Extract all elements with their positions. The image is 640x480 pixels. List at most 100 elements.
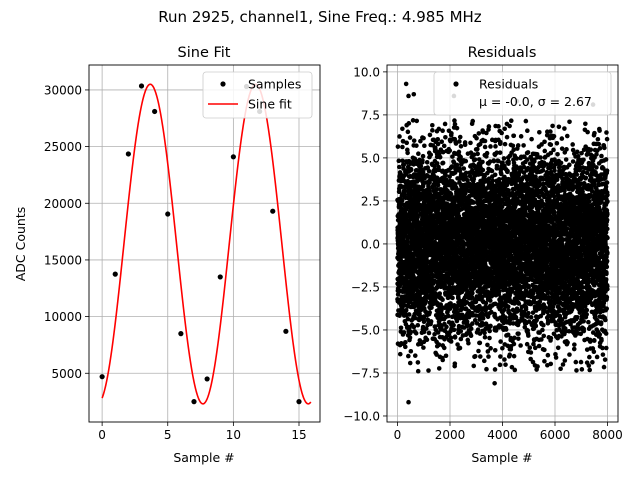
residual-point [401, 162, 407, 168]
residual-point [494, 163, 500, 169]
residual-point [443, 353, 449, 359]
residual-point [447, 148, 453, 153]
residual-point [441, 345, 447, 351]
residual-point [507, 352, 513, 358]
residual-point [518, 343, 523, 348]
residual-point [458, 336, 464, 342]
residual-point [505, 304, 511, 309]
residual-point [428, 152, 434, 158]
residual-point [502, 126, 508, 132]
y-tick-label: 30000 [44, 83, 82, 97]
residual-point [485, 342, 490, 348]
residual-point [470, 290, 475, 296]
residual-point [480, 316, 486, 321]
residual-point [447, 174, 452, 179]
residual-point [502, 141, 508, 147]
residual-point [477, 354, 483, 359]
residual-point [398, 325, 404, 331]
residual-point [484, 150, 490, 156]
residual-point [414, 287, 420, 293]
residual-point [432, 331, 437, 337]
residual-point [400, 126, 405, 132]
residual-point [405, 236, 410, 242]
residual-point [440, 357, 446, 363]
residual-point [484, 366, 489, 372]
residual-point [511, 133, 517, 139]
residual-point [497, 288, 502, 294]
residual-point [440, 160, 446, 166]
residual-point [471, 363, 477, 369]
residual-point [407, 135, 413, 140]
residual-point [486, 354, 491, 359]
y-tick-label: 15000 [44, 253, 82, 267]
residual-point [436, 126, 442, 132]
residual-point [469, 294, 475, 300]
residual-point [426, 330, 432, 336]
residual-point [448, 339, 454, 344]
sample-point [217, 274, 223, 280]
residual-point [421, 319, 427, 325]
residual-point [426, 368, 431, 373]
residual-point [493, 144, 498, 149]
x-tick-label: 15 [291, 428, 306, 442]
residual-point [476, 348, 481, 354]
residual-point [425, 165, 430, 170]
sample-point [152, 108, 158, 115]
residual-point [490, 178, 496, 184]
sample-point [99, 374, 105, 380]
residual-point [399, 198, 405, 203]
residual-point [406, 121, 412, 126]
residual-point [434, 186, 439, 192]
residual-point [424, 337, 430, 342]
residual-point [487, 335, 492, 341]
residual-point [482, 330, 487, 336]
residual-point [400, 139, 406, 144]
residual-point [474, 135, 479, 141]
residual-point [408, 348, 414, 354]
residual-point [487, 298, 493, 303]
residual-point [436, 342, 442, 347]
residual-point [424, 159, 430, 165]
residual-point [499, 130, 504, 136]
x-tick-label: 0 [98, 428, 106, 442]
residual-point [435, 136, 441, 142]
residual-point [488, 144, 493, 149]
residual-point [492, 367, 498, 372]
residual-point [468, 326, 474, 332]
residual-point [464, 319, 470, 325]
residual-point [444, 324, 449, 330]
residual-point [420, 153, 426, 159]
y-tick-label: 25000 [44, 140, 82, 154]
residual-point [415, 215, 420, 220]
residual-point [501, 156, 507, 161]
residual-point [396, 164, 402, 170]
residual-point [406, 353, 411, 359]
residual-point [400, 158, 405, 164]
residual-point [498, 354, 503, 359]
residuals-panel: Residuals 0 2000 4000 6000 8000−10.0−7.5−5.0… [343, 45, 623, 465]
residual-point [430, 128, 435, 133]
residual-point [415, 360, 421, 365]
residual-point [449, 131, 454, 136]
residual-point [486, 124, 492, 129]
residual-point [507, 123, 512, 129]
sample-point [138, 83, 145, 89]
y-tick-label: 5000 [51, 367, 82, 381]
residual-point [481, 358, 487, 364]
residual-point [518, 134, 524, 139]
residual-point [421, 135, 426, 141]
residual-point [489, 168, 495, 174]
sample-point [112, 271, 118, 277]
residual-point [458, 328, 464, 334]
residual-point [414, 118, 420, 124]
residual-point [465, 289, 471, 294]
residual-point [410, 289, 416, 295]
residual-point [498, 139, 503, 145]
residual-point [440, 149, 446, 155]
residual-point [452, 118, 457, 123]
residual-point [415, 322, 421, 328]
residual-point [466, 340, 471, 346]
sine-fit-points-layer [99, 83, 302, 405]
residual-point [404, 140, 410, 146]
